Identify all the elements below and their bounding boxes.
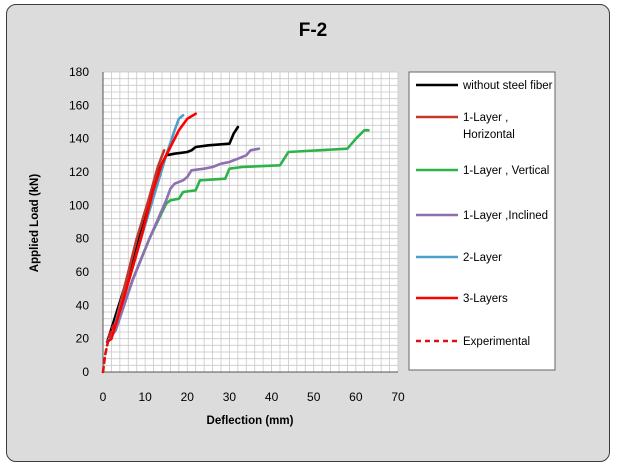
legend-label: 1-Layer ,Inclined	[463, 210, 548, 222]
y-tick-label: 40	[76, 298, 90, 312]
y-tick-label: 120	[69, 165, 89, 179]
x-tick-label: 50	[307, 390, 321, 404]
series-line-1-layer-inclined	[105, 147, 261, 344]
y-tick-label: 140	[69, 132, 89, 146]
y-tick-label: 60	[76, 265, 90, 279]
y-tick-label: 160	[69, 98, 89, 112]
x-axis-label: Deflection (mm)	[207, 415, 294, 427]
grid-lines	[102, 71, 399, 373]
series-line-3-layers	[105, 112, 197, 344]
x-tick-label: 10	[138, 390, 152, 404]
legend-label: 1-Layer , Horizontal	[463, 112, 515, 141]
x-tick-label: 40	[265, 390, 279, 404]
x-tick-label: 0	[100, 390, 107, 404]
axes	[102, 72, 398, 373]
legend-label: Experimental	[463, 336, 530, 348]
y-tick-label: 0	[82, 365, 89, 379]
y-tick-label: 180	[69, 65, 89, 79]
series-lines	[101, 112, 370, 374]
x-tick-label: 60	[349, 390, 363, 404]
legend: without steel fiber 1-Layer , Horizontal 1-…	[408, 71, 556, 371]
y-tick-label: 20	[76, 332, 90, 346]
series-line-experimental	[101, 323, 115, 374]
y-tick-label: 80	[76, 232, 90, 246]
y-axis-label: Applied Load (kN)	[29, 174, 41, 273]
x-tick-label: 70	[391, 390, 405, 404]
x-tick-label: 30	[223, 390, 237, 404]
plot-background	[103, 72, 398, 372]
legend-label: 1-Layer , Vertical	[463, 165, 549, 177]
chart-title: F-2	[299, 20, 328, 41]
x-tick-label: 20	[181, 390, 195, 404]
y-axis-ticks: 0 20 40 60 80 100 120 140 160 180	[69, 65, 89, 379]
x-axis-ticks: 0 10 20 30 40 50 60 70	[100, 390, 405, 404]
legend-label: without steel fiber	[462, 80, 553, 92]
legend-label: 2-Layer	[463, 252, 502, 264]
legend-label: 3-Layers	[463, 293, 508, 305]
y-tick-label: 100	[69, 198, 89, 212]
plot-area	[103, 72, 398, 372]
legend-box	[408, 71, 556, 371]
